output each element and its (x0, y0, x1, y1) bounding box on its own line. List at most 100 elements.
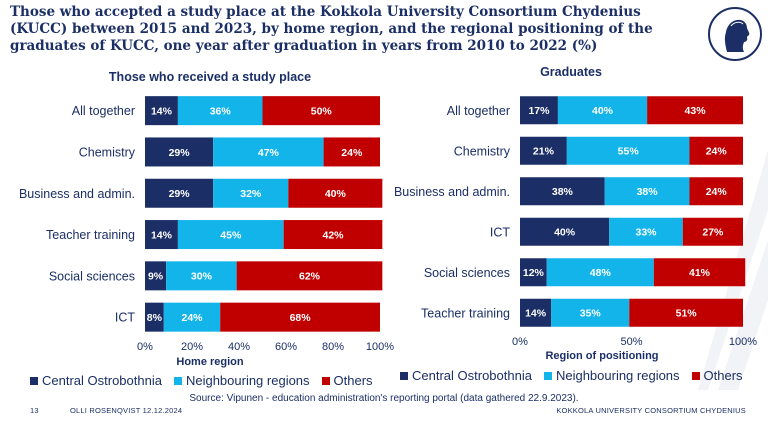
bar-segment (288, 178, 383, 208)
data-label: 41% (689, 267, 711, 279)
x-tick-label: 50% (620, 336, 642, 348)
data-label: 51% (676, 308, 698, 320)
bar-segment (323, 137, 380, 167)
data-label: 14% (151, 105, 173, 117)
legend-left: Central Ostrobothnia Neighbouring region… (30, 373, 373, 388)
data-label: 47% (258, 147, 280, 159)
data-label: 12% (523, 267, 545, 279)
bar-segment (520, 217, 610, 246)
bar-segment (220, 302, 380, 332)
bar-segment (163, 302, 221, 332)
data-label: 40% (325, 188, 347, 200)
bar-segment (546, 258, 654, 287)
legend-item-others: Others (691, 368, 743, 383)
bar-segment (520, 298, 552, 327)
x-tick-label: 60% (275, 341, 297, 353)
data-label: 43% (685, 105, 707, 117)
legend-item-central: Central Ostrobothnia (30, 373, 162, 388)
source-note: Source: Vipunen - education administrati… (189, 393, 579, 404)
bar-segment (653, 258, 746, 287)
legend-label: Neighbouring regions (185, 373, 310, 388)
legend-swatch-central (30, 376, 38, 385)
data-label: 14% (151, 229, 173, 241)
bar-segment (145, 220, 178, 250)
legend-label: Neighbouring regions (555, 368, 680, 383)
x-tick-label: 0% (137, 341, 153, 353)
footer-page-number: 13 (30, 406, 39, 415)
data-label: 29% (169, 188, 191, 200)
bar-segment (609, 217, 683, 246)
bar-segment (520, 136, 567, 165)
slide-title: Those who accepted a study place at the … (10, 4, 653, 54)
chydenius-portrait-logo (708, 7, 762, 61)
data-label: 30% (191, 271, 213, 283)
x-axis-label: Region of positioning (545, 350, 658, 362)
data-label: 27% (702, 227, 724, 239)
legend-item-central: Central Ostrobothnia (400, 368, 532, 383)
x-tick-label: 20% (181, 341, 203, 353)
x-tick-label: 0% (512, 336, 528, 348)
category-label: Teacher training (46, 228, 135, 242)
category-label: All together (72, 104, 135, 118)
data-label: 38% (552, 186, 574, 198)
bar-segment (213, 178, 289, 208)
legend-swatch-neighbouring (173, 376, 182, 385)
category-label: Social sciences (49, 269, 135, 283)
legend-label: Central Ostrobothnia (42, 373, 162, 388)
x-tick-label: 40% (228, 341, 250, 353)
legend-swatch-others (691, 371, 700, 380)
data-label: 42% (322, 229, 344, 241)
category-label: ICT (115, 311, 136, 325)
category-label: Chemistry (454, 144, 511, 158)
data-label: 35% (580, 308, 602, 320)
bar-segment (689, 177, 743, 206)
data-label: 45% (220, 229, 242, 241)
bar-segment (520, 177, 605, 206)
bar-segment (145, 178, 214, 208)
bar-segment (177, 220, 284, 250)
data-label: 55% (618, 146, 640, 158)
bar-segment (629, 298, 743, 327)
category-label: All together (447, 104, 510, 118)
data-label: 24% (706, 146, 728, 158)
data-label: 24% (181, 312, 203, 324)
category-label: Business and admin. (19, 187, 135, 201)
bar-segment (177, 96, 263, 126)
data-label: 62% (299, 271, 321, 283)
data-label: 9% (148, 271, 164, 283)
chart-title: Those who received a study place (109, 70, 311, 84)
bar-segment (145, 302, 164, 332)
x-tick-label: 80% (322, 341, 344, 353)
bar-segment (689, 136, 743, 165)
data-label: 36% (210, 105, 232, 117)
bar-segment (145, 261, 167, 291)
bar-segment (145, 96, 178, 126)
footer-author: OLLI ROSENQVIST 12.12.2024 (70, 406, 183, 415)
data-label: 32% (240, 188, 262, 200)
bar-segment (520, 258, 547, 287)
data-label: 40% (592, 105, 614, 117)
data-label: 14% (525, 308, 547, 320)
data-label: 33% (635, 227, 657, 239)
category-label: ICT (490, 225, 511, 239)
bar-segment (166, 261, 237, 291)
legend-label: Central Ostrobothnia (412, 368, 532, 383)
category-label: Business and admin. (394, 185, 510, 199)
bar-segment (647, 96, 743, 125)
bar-segment (145, 137, 214, 167)
data-label: 48% (590, 267, 612, 279)
data-label: 17% (528, 105, 550, 117)
data-label: 29% (169, 147, 191, 159)
bar-segment (604, 177, 690, 206)
data-label: 50% (311, 105, 333, 117)
legend-label: Others (703, 368, 743, 383)
bar-segment (682, 217, 743, 246)
legend-swatch-central (400, 371, 408, 380)
x-tick-label: 100% (366, 341, 394, 353)
legend-item-neighbouring: Neighbouring regions (543, 368, 680, 383)
data-label: 68% (290, 312, 312, 324)
legend-item-neighbouring: Neighbouring regions (173, 373, 310, 388)
bar-segment (283, 220, 383, 250)
legend-label: Others (333, 373, 373, 388)
